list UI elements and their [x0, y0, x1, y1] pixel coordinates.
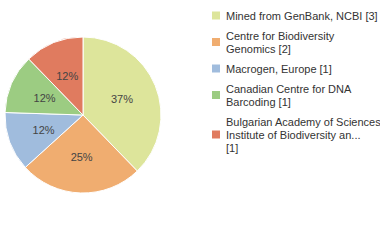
svg-text:Canadian Centre for DNA: Canadian Centre for DNA	[226, 83, 352, 95]
svg-text:[1]: [1]	[226, 142, 238, 154]
svg-text:Institute of Biodiversity an..: Institute of Biodiversity an...	[226, 129, 361, 141]
svg-text:Genomics [2]: Genomics [2]	[226, 43, 291, 55]
svg-text:25%: 25%	[71, 151, 93, 163]
svg-text:12%: 12%	[33, 124, 55, 136]
svg-text:Centre for Biodiversity: Centre for Biodiversity	[226, 30, 335, 42]
svg-text:12%: 12%	[56, 70, 78, 82]
svg-text:12%: 12%	[34, 92, 56, 104]
svg-text:Barcoding [1]: Barcoding [1]	[226, 96, 291, 108]
svg-text:Bulgarian Academy of Sciences,: Bulgarian Academy of Sciences,	[226, 116, 380, 128]
svg-text:Mined from GenBank, NCBI [3]: Mined from GenBank, NCBI [3]	[226, 10, 378, 22]
svg-text:Macrogen, Europe [1]: Macrogen, Europe [1]	[226, 63, 332, 75]
svg-text:37%: 37%	[111, 93, 133, 105]
